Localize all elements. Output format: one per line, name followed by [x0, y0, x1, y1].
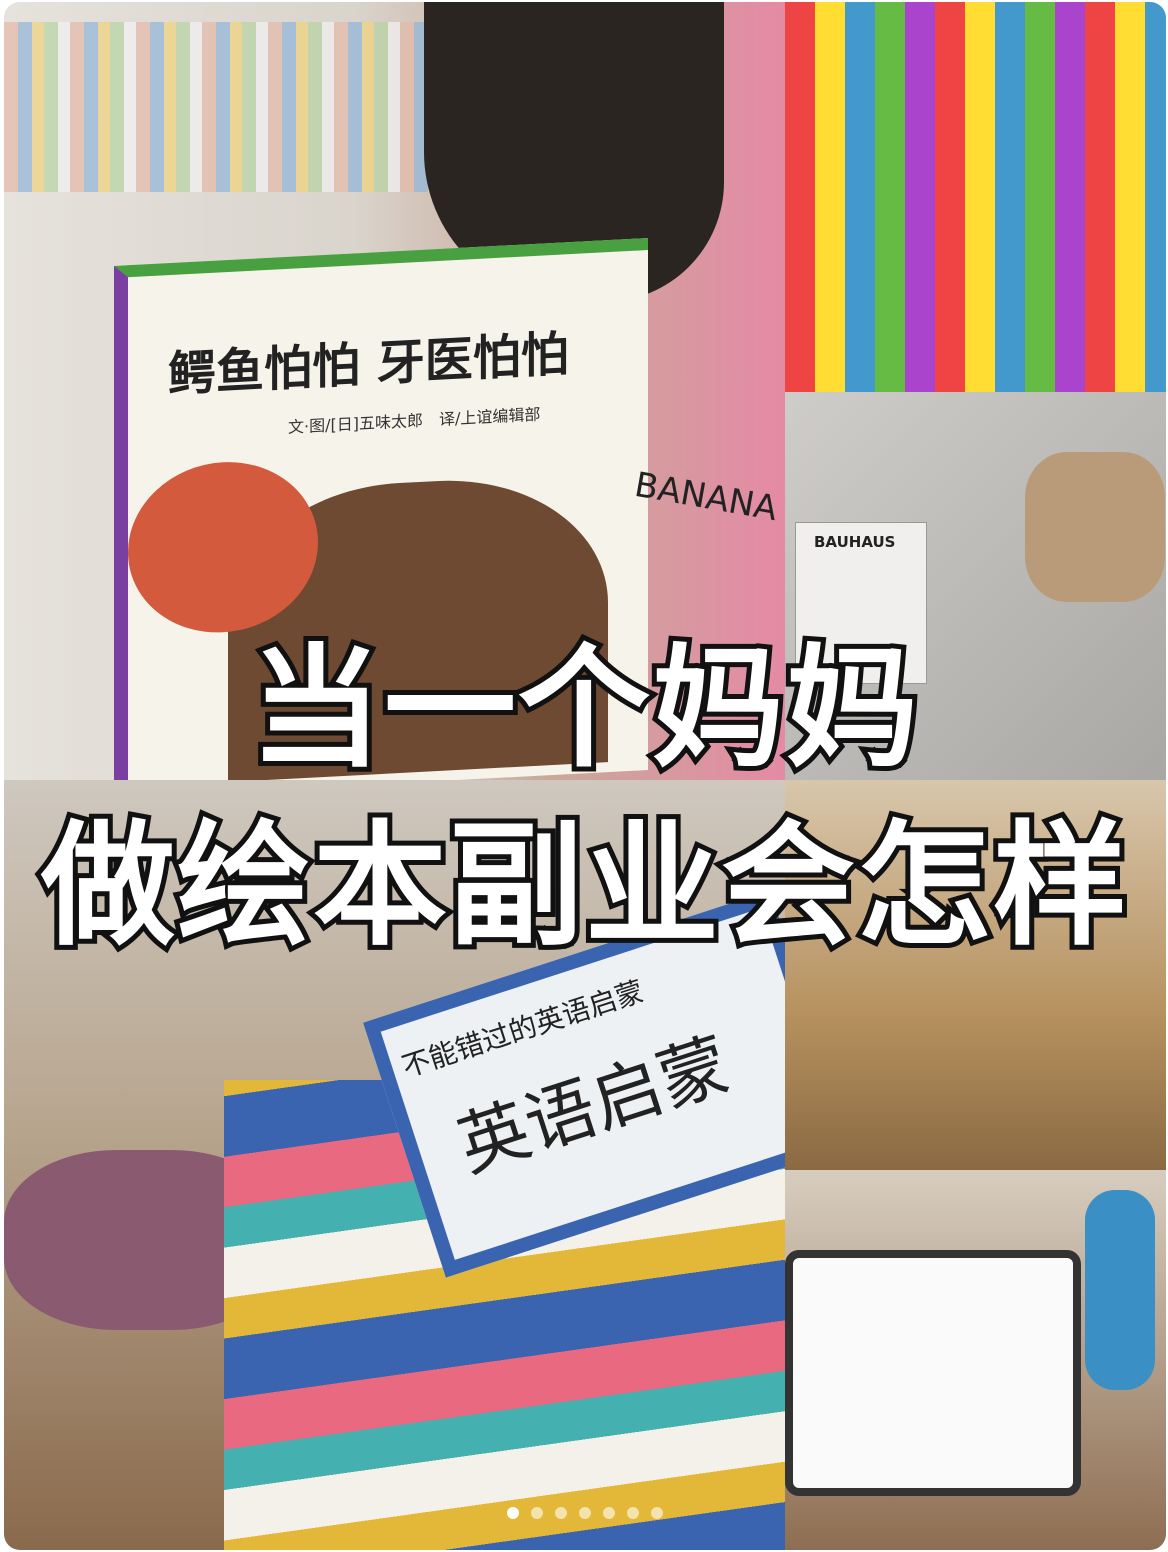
magazine-title: BAUHAUS [814, 533, 896, 551]
carousel-dot[interactable] [603, 1507, 615, 1519]
carousel-dot[interactable] [579, 1507, 591, 1519]
carousel-dots [4, 1507, 1166, 1519]
carousel-dot[interactable] [555, 1507, 567, 1519]
shirt-text: BANANA [631, 464, 781, 530]
carousel-dot[interactable] [651, 1507, 663, 1519]
headline-line1: 当一个妈妈 [245, 627, 923, 791]
post-image[interactable]: 鳄鱼怕怕 牙医怕怕 文·图/[日]五味太郎 译/上谊编辑部 BANANA BAU… [4, 2, 1166, 1550]
book-title: 鳄鱼怕怕 牙医怕怕 [168, 326, 569, 404]
carousel-dot[interactable] [531, 1507, 543, 1519]
photo-bauhaus: BAUHAUS [785, 392, 1166, 780]
toy [1085, 1190, 1155, 1390]
tablet [785, 1250, 1081, 1496]
photo-reading: 鳄鱼怕怕 牙医怕怕 文·图/[日]五味太郎 译/上谊编辑部 BANANA [4, 2, 785, 780]
bookshelf [4, 22, 464, 192]
carousel-dot[interactable] [627, 1507, 639, 1519]
book-author: 文·图/[日]五味太郎 译/上谊编辑部 [288, 404, 541, 437]
carousel-dot[interactable] [507, 1507, 519, 1519]
photo-tablet [785, 1170, 1166, 1550]
photo-grass [785, 780, 1166, 1170]
photo-books-grid [785, 2, 1166, 392]
headline-line2: 做绘本副业会怎样 [36, 803, 1132, 969]
photo-book-stack: 不能错过的英语启蒙 英语启蒙 [4, 780, 785, 1550]
tulips [1025, 452, 1165, 602]
magazine: BAUHAUS [795, 522, 927, 684]
